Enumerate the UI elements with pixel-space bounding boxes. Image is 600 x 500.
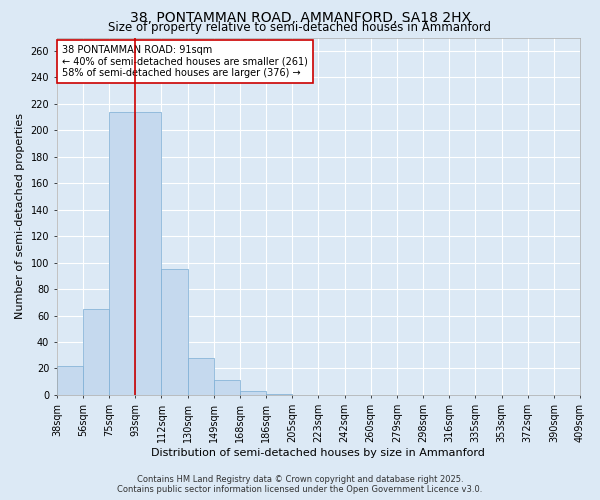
- Y-axis label: Number of semi-detached properties: Number of semi-detached properties: [15, 113, 25, 319]
- X-axis label: Distribution of semi-detached houses by size in Ammanford: Distribution of semi-detached houses by …: [151, 448, 485, 458]
- Bar: [57, 366, 83, 395]
- Bar: [109, 112, 135, 395]
- Text: Contains HM Land Registry data © Crown copyright and database right 2025.
Contai: Contains HM Land Registry data © Crown c…: [118, 474, 482, 494]
- Text: Size of property relative to semi-detached houses in Ammanford: Size of property relative to semi-detach…: [109, 21, 491, 34]
- Bar: [214, 380, 240, 395]
- Text: 38, PONTAMMAN ROAD, AMMANFORD, SA18 2HX: 38, PONTAMMAN ROAD, AMMANFORD, SA18 2HX: [130, 11, 470, 25]
- Bar: [188, 358, 214, 395]
- Bar: [240, 391, 266, 395]
- Bar: [135, 112, 161, 395]
- Bar: [83, 309, 109, 395]
- Bar: [161, 269, 188, 395]
- Bar: [266, 394, 292, 395]
- Text: 38 PONTAMMAN ROAD: 91sqm
← 40% of semi-detached houses are smaller (261)
58% of : 38 PONTAMMAN ROAD: 91sqm ← 40% of semi-d…: [62, 44, 308, 78]
